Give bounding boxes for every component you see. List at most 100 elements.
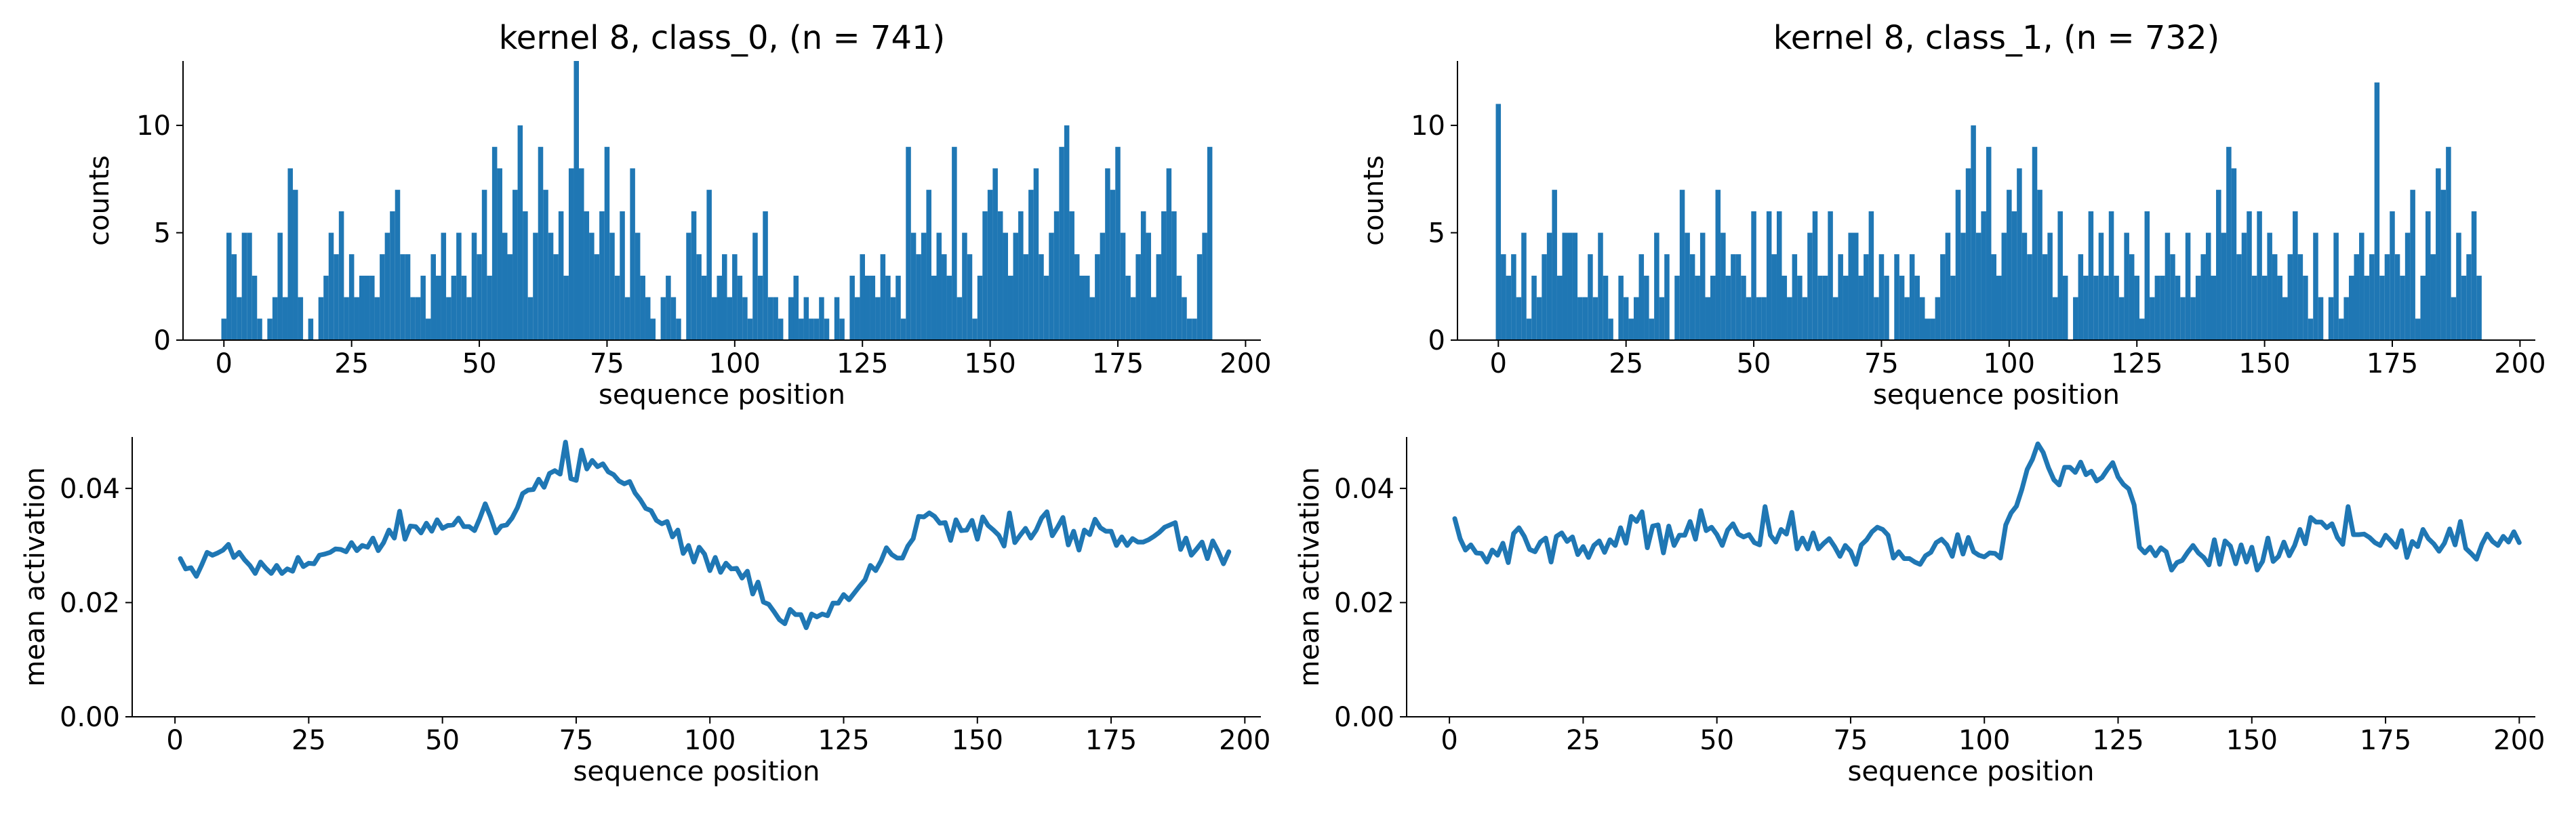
bar [2139,318,2145,340]
bar [487,275,492,340]
bar [2073,297,2078,340]
y-tick-label: 0.04 [1334,474,1394,505]
bar [1853,232,1859,340]
bar [2062,275,2068,340]
bar [2261,275,2268,340]
bar [2277,275,2282,340]
bar [497,168,502,340]
bar [1023,254,1029,340]
bar [977,275,983,340]
bar [277,232,283,340]
bar [620,211,625,340]
bar [272,297,278,340]
bar [609,232,615,340]
bar [1577,297,1583,340]
bar [247,232,252,340]
bar [1100,232,1106,340]
bar [2221,232,2227,340]
bar [2083,275,2089,340]
bar [2333,232,2339,340]
x-tick-label: 200 [2493,725,2545,756]
bar [2451,297,2457,340]
bar [1171,211,1177,340]
bar [1521,232,1527,340]
bar [1192,318,1197,340]
bar [2400,275,2405,340]
bar [880,254,886,340]
y-tick-label: 0.00 [60,702,120,733]
bar [1536,297,1542,340]
bar [936,232,942,340]
x-tick-label: 125 [2092,725,2144,756]
y-tick-label: 10 [1411,110,1445,142]
bar [1628,318,1634,340]
bar [1950,275,1956,340]
bar [1150,297,1156,340]
bar [1166,168,1172,340]
bar [2057,211,2063,340]
bar [359,275,365,340]
bar [1135,254,1141,340]
bar [1689,254,1695,340]
bar [369,275,375,340]
bar [1531,275,1537,340]
bar [2021,232,2028,340]
bar [2129,254,2135,340]
bar [1766,211,1772,340]
bar [384,232,390,340]
x-tick-label: 150 [964,348,1015,379]
series-line [178,440,1232,630]
bar [287,168,294,340]
bar [344,297,349,340]
bar [2205,232,2211,340]
bar [1756,297,1762,340]
bar [916,254,921,340]
bar [1186,318,1192,340]
histogram-class-1: 0 25 50 75 100 125 150 175 200 0 5 10 sequence posit… [1359,19,2546,411]
bar [2364,275,2370,340]
bar [1746,297,1752,340]
x-tick-label: 75 [1833,725,1868,756]
bar [2410,190,2415,340]
bar [1511,254,1516,340]
bar [864,275,870,340]
bar [231,254,237,340]
bar [1608,318,1613,340]
bar [1161,211,1167,340]
bar [477,254,482,340]
bar [1817,275,1823,340]
bar [962,232,967,340]
bar [2001,232,2007,340]
bar [1039,254,1044,340]
bar [502,232,508,340]
bar [987,190,993,340]
bar [2287,254,2293,340]
bar [390,211,395,340]
x-tick-label: 175 [2367,348,2418,379]
y-tick-label: 0.02 [60,587,120,619]
bar [579,168,584,340]
bar [972,318,978,340]
bar [1930,318,1935,340]
bar [1018,211,1024,340]
bar [1787,297,1792,340]
bar [727,297,733,340]
bar [594,254,600,340]
bar [767,297,773,340]
bar [1878,254,1885,340]
bar [926,190,931,340]
bar [763,211,768,340]
bar [2476,275,2482,340]
bar [2134,275,2139,340]
bar [1074,254,1080,340]
x-tick-label: 200 [1219,725,1270,756]
bar [1735,254,1742,340]
bar [1940,254,1946,340]
y-tick-label: 0.04 [60,474,120,505]
bar [854,297,860,340]
x-tick-label: 50 [1737,348,1771,379]
bar [538,146,544,340]
bar [982,211,988,340]
bar [1053,211,1060,340]
x-tick-label: 75 [559,725,593,756]
